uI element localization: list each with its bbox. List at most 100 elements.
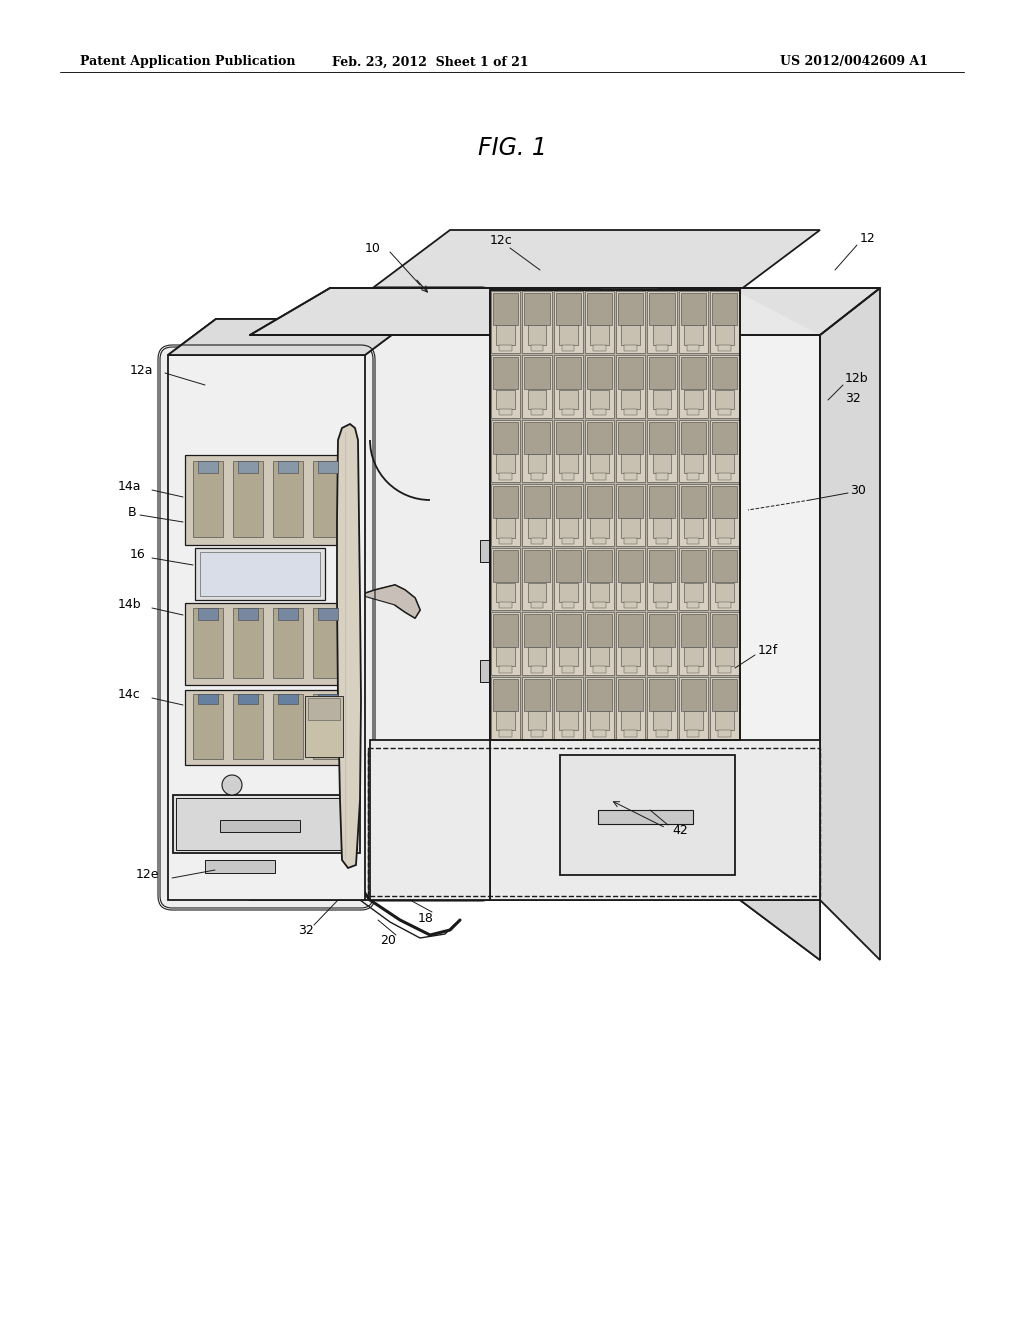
Bar bbox=[649, 358, 675, 389]
Bar bbox=[687, 345, 699, 351]
Bar bbox=[655, 730, 668, 737]
Bar bbox=[684, 325, 702, 345]
Bar bbox=[490, 290, 740, 741]
Bar bbox=[681, 486, 706, 517]
Bar bbox=[559, 325, 578, 345]
Bar bbox=[590, 582, 608, 602]
Bar bbox=[587, 614, 612, 647]
Polygon shape bbox=[250, 335, 820, 900]
Text: 30: 30 bbox=[850, 483, 866, 496]
Bar bbox=[562, 667, 574, 672]
Bar bbox=[273, 694, 303, 759]
Bar bbox=[313, 461, 343, 537]
Bar bbox=[368, 748, 820, 896]
Bar bbox=[185, 603, 350, 685]
Bar bbox=[681, 358, 706, 389]
Bar bbox=[681, 358, 706, 389]
Bar bbox=[618, 614, 643, 647]
Bar bbox=[554, 355, 583, 417]
Bar bbox=[587, 421, 612, 454]
Bar bbox=[655, 473, 668, 479]
Bar bbox=[681, 293, 706, 325]
Bar bbox=[480, 660, 492, 682]
Bar bbox=[530, 345, 543, 351]
Bar bbox=[500, 602, 512, 609]
Bar bbox=[652, 325, 672, 345]
Bar bbox=[687, 409, 699, 416]
Bar bbox=[493, 293, 518, 325]
Bar bbox=[684, 454, 702, 473]
Bar bbox=[649, 614, 675, 647]
Bar bbox=[718, 345, 731, 351]
Bar bbox=[715, 454, 734, 473]
Bar bbox=[647, 355, 677, 417]
Bar bbox=[318, 694, 338, 704]
Bar bbox=[647, 420, 677, 482]
Bar bbox=[618, 293, 643, 325]
Bar bbox=[616, 677, 645, 739]
Bar bbox=[562, 602, 574, 609]
Bar bbox=[684, 582, 702, 602]
Polygon shape bbox=[820, 288, 880, 960]
Bar bbox=[497, 647, 515, 667]
Bar bbox=[585, 548, 614, 610]
Bar bbox=[313, 609, 343, 678]
Bar bbox=[687, 667, 699, 672]
Bar bbox=[497, 454, 515, 473]
Bar bbox=[679, 355, 708, 417]
Bar bbox=[679, 548, 708, 610]
Bar bbox=[173, 795, 360, 853]
Bar bbox=[527, 325, 546, 345]
Bar bbox=[493, 358, 518, 389]
Bar bbox=[185, 455, 350, 545]
Bar bbox=[497, 711, 515, 730]
Bar bbox=[530, 345, 543, 351]
Bar bbox=[616, 548, 645, 610]
Bar bbox=[497, 711, 515, 730]
Text: Feb. 23, 2012  Sheet 1 of 21: Feb. 23, 2012 Sheet 1 of 21 bbox=[332, 55, 528, 69]
Bar bbox=[684, 711, 702, 730]
Bar bbox=[679, 355, 708, 417]
Bar bbox=[233, 609, 263, 678]
Bar bbox=[318, 694, 338, 704]
Bar bbox=[616, 355, 645, 417]
Bar bbox=[185, 690, 350, 766]
Bar bbox=[649, 358, 675, 389]
Bar bbox=[530, 730, 543, 737]
Bar bbox=[590, 454, 608, 473]
Bar bbox=[278, 609, 298, 620]
Bar bbox=[555, 358, 581, 389]
Bar bbox=[715, 389, 734, 409]
Bar bbox=[652, 519, 672, 537]
Bar bbox=[554, 612, 583, 675]
Bar bbox=[522, 484, 552, 546]
Bar bbox=[559, 325, 578, 345]
Bar bbox=[655, 602, 668, 609]
Bar bbox=[198, 694, 218, 704]
Bar bbox=[616, 548, 645, 610]
Bar bbox=[205, 861, 275, 873]
Bar bbox=[585, 484, 614, 546]
Bar bbox=[500, 730, 512, 737]
Bar bbox=[522, 290, 552, 354]
Bar bbox=[652, 582, 672, 602]
Bar bbox=[500, 667, 512, 672]
Bar bbox=[585, 612, 614, 675]
Bar bbox=[554, 355, 583, 417]
Bar bbox=[655, 473, 668, 479]
Bar bbox=[500, 537, 512, 544]
Bar bbox=[590, 454, 608, 473]
Bar bbox=[679, 290, 708, 354]
Bar bbox=[622, 454, 640, 473]
Bar bbox=[530, 473, 543, 479]
Bar bbox=[652, 454, 672, 473]
Bar bbox=[590, 325, 608, 345]
Bar bbox=[625, 667, 637, 672]
Bar bbox=[587, 293, 612, 325]
Bar bbox=[647, 548, 677, 610]
Bar bbox=[590, 389, 608, 409]
Bar bbox=[522, 548, 552, 610]
Text: 14a: 14a bbox=[118, 480, 141, 494]
Bar bbox=[590, 582, 608, 602]
Bar bbox=[527, 711, 546, 730]
